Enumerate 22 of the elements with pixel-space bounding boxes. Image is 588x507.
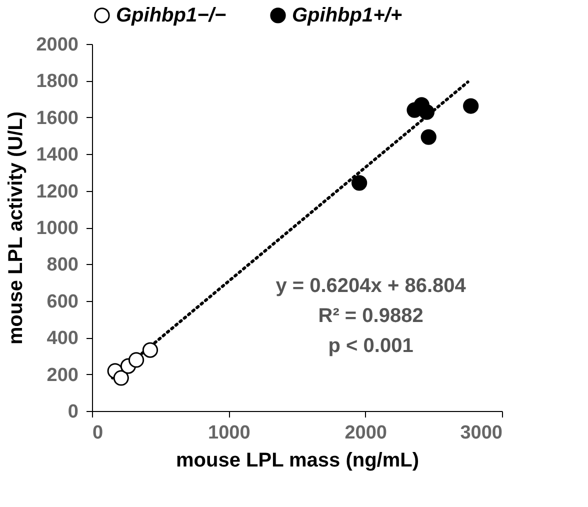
legend-label: Gpihbp1−/−	[116, 4, 226, 26]
x-tick-label: 0	[92, 422, 104, 444]
y-tick-label: 800	[46, 254, 78, 276]
y-tick-label: 400	[46, 328, 78, 350]
y-tick-label: 1800	[36, 71, 78, 92]
x-axis-title: mouse LPL mass (ng/mL)	[176, 450, 420, 472]
y-tick-label: 2000	[36, 34, 78, 56]
x-tick-label: 3000	[460, 422, 502, 444]
y-tick-label: 1600	[36, 108, 78, 129]
annotation: y = 0.6204x + 86.804	[276, 275, 467, 298]
y-tick-label: 200	[46, 364, 78, 386]
y-tick-label: 1400	[36, 144, 78, 166]
y-tick-label: 0	[68, 402, 78, 422]
annotation: R² = 0.9882	[318, 305, 424, 328]
x-tick-label: 1000	[208, 422, 250, 444]
annotation: p < 0.001	[328, 335, 414, 358]
y-tick-label: 1200	[36, 181, 78, 202]
x-tick-label: 2000	[344, 422, 387, 444]
legend-label: Gpihbp1+/+	[292, 4, 402, 26]
y-tick-label: 600	[46, 291, 78, 312]
y-axis-title: mouse LPL activity (U/L)	[5, 111, 28, 345]
y-tick-label: 1000	[36, 218, 78, 239]
